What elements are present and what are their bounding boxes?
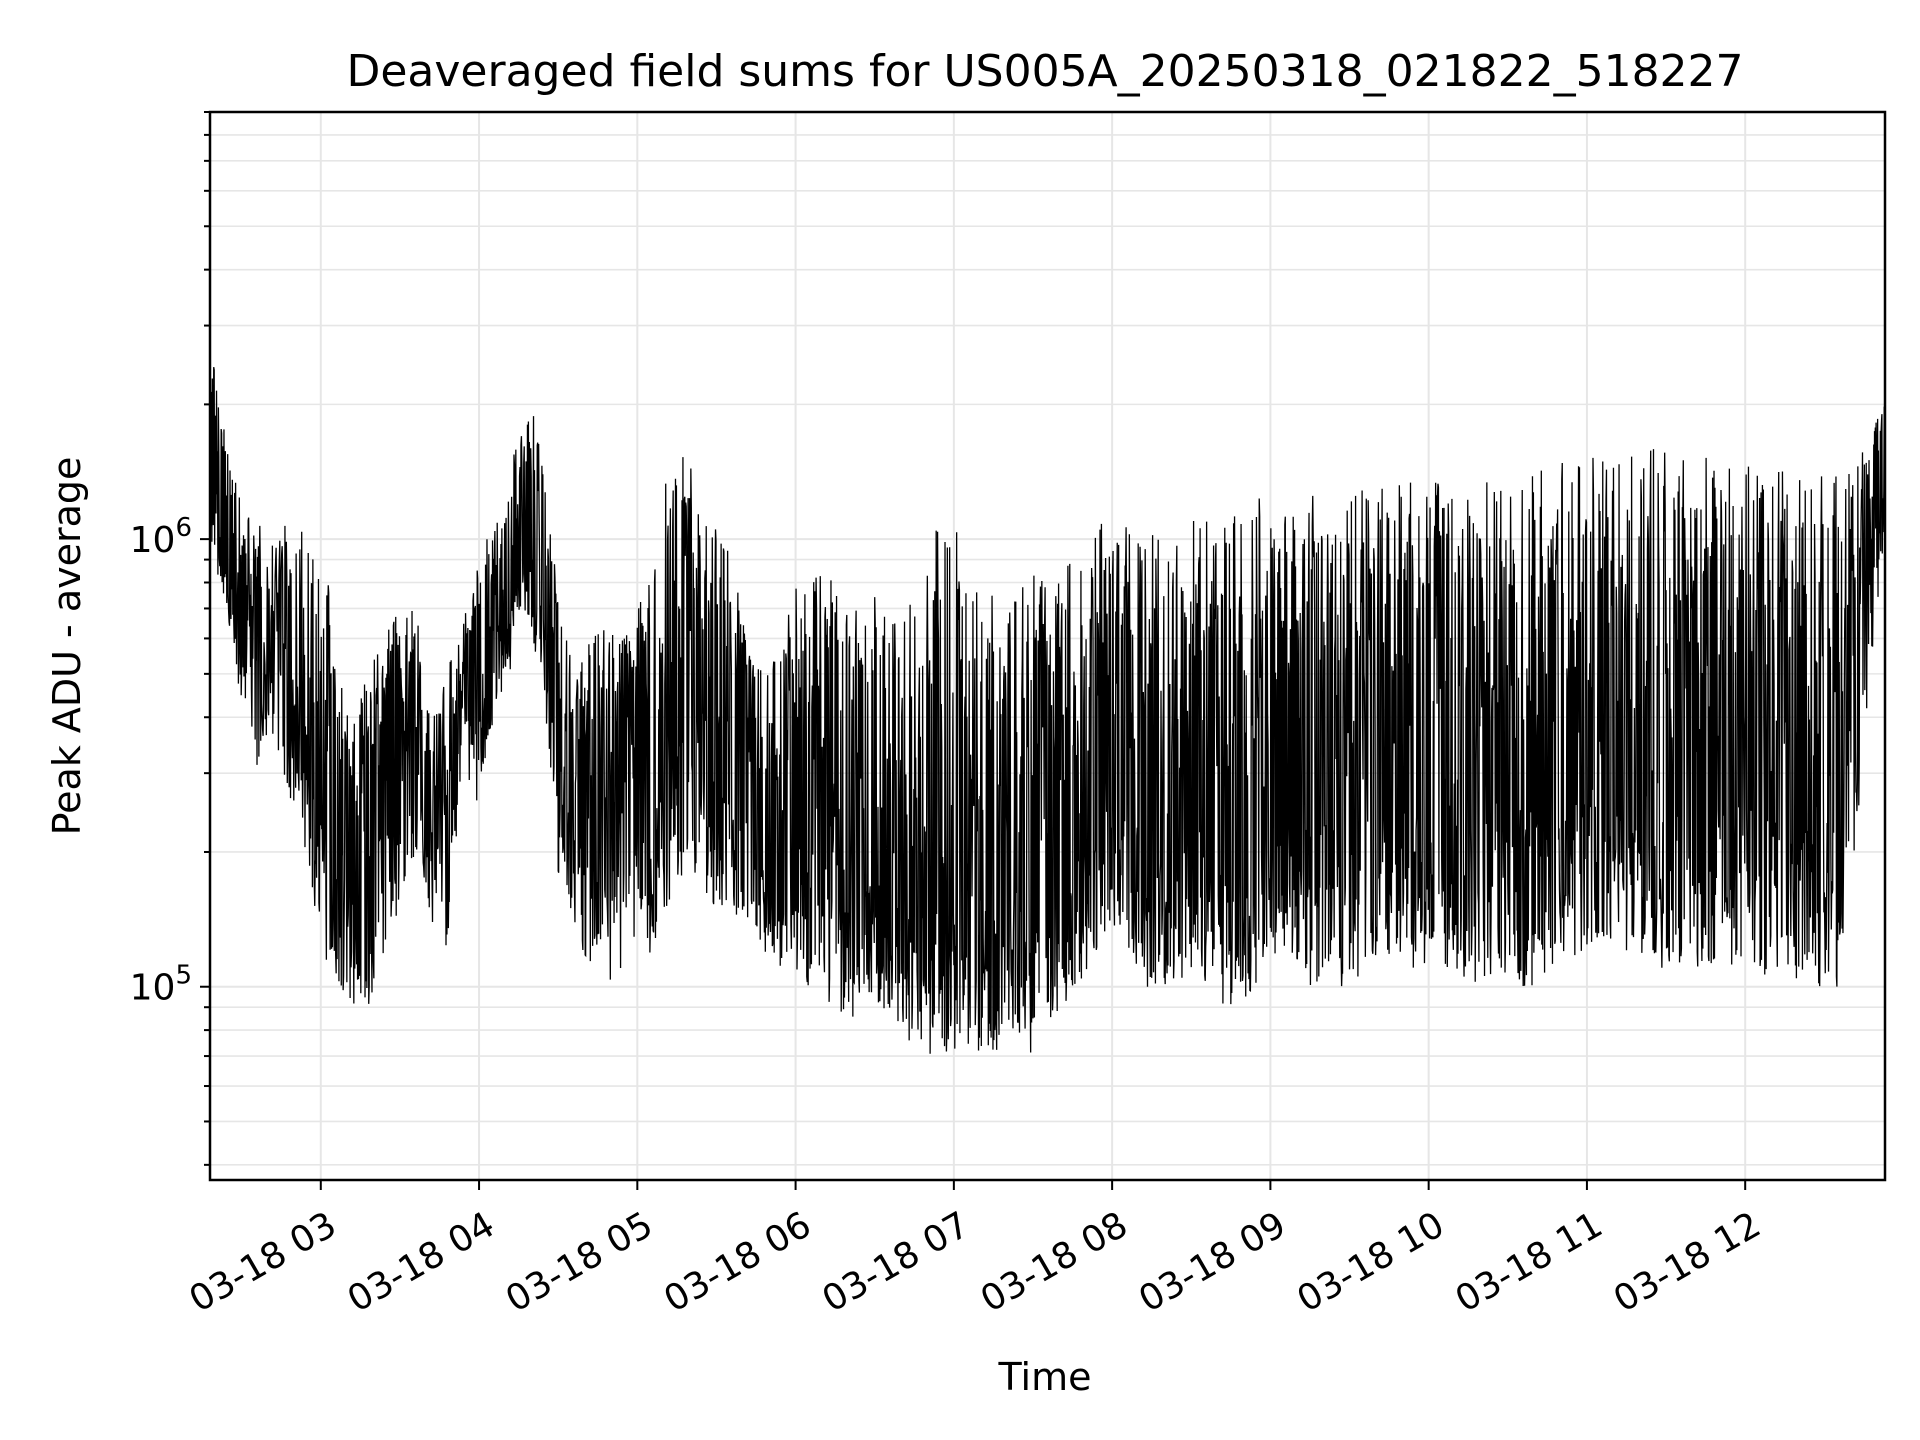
series-line bbox=[209, 366, 1886, 1054]
y-tick-label: 106 bbox=[130, 513, 192, 561]
plot-frame bbox=[208, 110, 1887, 1182]
y-tick-base: 10 bbox=[130, 520, 176, 561]
y-tick-exponent: 5 bbox=[175, 961, 192, 991]
y-tick-base: 10 bbox=[130, 968, 176, 1009]
series-layer bbox=[209, 366, 1886, 1054]
x-axis-label: Time bbox=[998, 1355, 1092, 1399]
y-tick-label: 105 bbox=[130, 961, 192, 1009]
chart-title: Deaveraged field sums for US005A_2025031… bbox=[346, 46, 1743, 97]
y-axis-label: Peak ADU - average bbox=[45, 457, 89, 836]
y-tick-exponent: 6 bbox=[175, 513, 192, 543]
